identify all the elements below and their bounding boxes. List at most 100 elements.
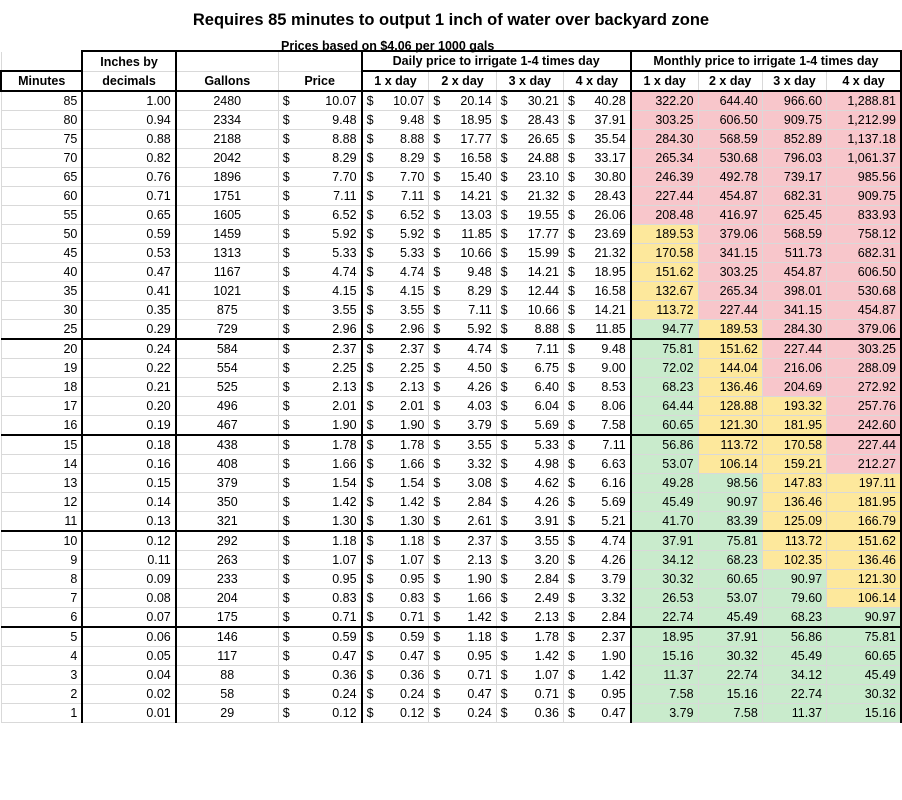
- cell-daily-3[interactable]: $3.20: [495, 550, 564, 571]
- cell-daily-4[interactable]: $8.06: [562, 396, 632, 417]
- header-inches-bottom[interactable]: decimals: [81, 70, 177, 93]
- cell-inches[interactable]: 0.07: [81, 607, 177, 628]
- cell-daily-1[interactable]: $1.54: [360, 473, 430, 494]
- cell-monthly-4[interactable]: 151.62: [826, 530, 902, 552]
- cell-daily-4[interactable]: $0.95: [562, 684, 632, 705]
- cell-gallons[interactable]: 584: [175, 338, 279, 360]
- cell-inches[interactable]: 1.00: [81, 90, 177, 112]
- cell-daily-4[interactable]: $4.74: [562, 530, 632, 552]
- cell-monthly-3[interactable]: 136.46: [761, 492, 828, 513]
- cell-daily-1[interactable]: $0.83: [360, 588, 430, 609]
- cell-daily-2[interactable]: $2.84: [428, 492, 497, 513]
- cell-monthly-4[interactable]: 90.97: [826, 607, 902, 628]
- cell-monthly-4[interactable]: 45.49: [826, 665, 902, 686]
- cell-inches[interactable]: 0.12: [81, 530, 177, 552]
- cell-monthly-3[interactable]: 966.60: [761, 90, 828, 112]
- cell-daily-1[interactable]: $7.70: [360, 167, 430, 188]
- cell-daily-3[interactable]: $17.77: [495, 224, 564, 245]
- cell-gallons[interactable]: 1605: [175, 205, 279, 226]
- header-group-daily[interactable]: Daily price to irrigate 1-4 times day: [360, 50, 632, 72]
- cell-minutes[interactable]: 9: [0, 550, 83, 571]
- cell-daily-1[interactable]: $2.96: [360, 319, 430, 340]
- cell-daily-1[interactable]: $0.59: [360, 626, 430, 648]
- header-gallons[interactable]: Gallons: [175, 70, 279, 93]
- header-price[interactable]: Price: [277, 70, 363, 93]
- cell-daily-3[interactable]: $28.43: [495, 110, 564, 131]
- cell-monthly-2[interactable]: 98.56: [697, 473, 763, 494]
- cell-monthly-4[interactable]: 30.32: [826, 684, 902, 705]
- cell-monthly-1[interactable]: 11.37: [630, 665, 699, 686]
- cell-daily-3[interactable]: $6.04: [495, 396, 564, 417]
- cell-price[interactable]: $6.52: [277, 205, 363, 226]
- cell-minutes[interactable]: 10: [0, 530, 83, 552]
- cell-monthly-2[interactable]: 75.81: [697, 530, 763, 552]
- cell-monthly-3[interactable]: 159.21: [761, 454, 828, 475]
- cell-price[interactable]: $1.07: [277, 550, 363, 571]
- cell-daily-3[interactable]: $23.10: [495, 167, 564, 188]
- cell-daily-1[interactable]: $8.88: [360, 129, 430, 150]
- cell-price[interactable]: $0.47: [277, 646, 363, 667]
- cell-daily-3[interactable]: $5.69: [495, 415, 564, 436]
- cell-daily-4[interactable]: $1.42: [562, 665, 632, 686]
- cell-monthly-2[interactable]: 37.91: [697, 626, 763, 648]
- cell-minutes[interactable]: 30: [0, 300, 83, 321]
- cell-monthly-2[interactable]: 530.68: [697, 148, 763, 169]
- cell-monthly-2[interactable]: 136.46: [697, 377, 763, 398]
- cell-monthly-2[interactable]: 83.39: [697, 511, 763, 532]
- cell-daily-3[interactable]: $2.84: [495, 569, 564, 590]
- cell-minutes[interactable]: 35: [0, 281, 83, 302]
- cell-empty[interactable]: [0, 50, 83, 72]
- cell-inches[interactable]: 0.01: [81, 703, 177, 724]
- cell-daily-2[interactable]: $2.13: [428, 550, 497, 571]
- cell-price[interactable]: $2.13: [277, 377, 363, 398]
- cell-daily-2[interactable]: $3.08: [428, 473, 497, 494]
- cell-empty[interactable]: [175, 50, 279, 72]
- cell-monthly-4[interactable]: 136.46: [826, 550, 902, 571]
- cell-price[interactable]: $7.70: [277, 167, 363, 188]
- cell-monthly-1[interactable]: 60.65: [630, 415, 699, 436]
- cell-inches[interactable]: 0.14: [81, 492, 177, 513]
- cell-minutes[interactable]: 7: [0, 588, 83, 609]
- cell-gallons[interactable]: 58: [175, 684, 279, 705]
- cell-monthly-2[interactable]: 189.53: [697, 319, 763, 340]
- cell-inches[interactable]: 0.15: [81, 473, 177, 494]
- cell-monthly-4[interactable]: 985.56: [826, 167, 902, 188]
- cell-monthly-4[interactable]: 1,137.18: [826, 129, 902, 150]
- cell-gallons[interactable]: 263: [175, 550, 279, 571]
- cell-monthly-3[interactable]: 181.95: [761, 415, 828, 436]
- cell-monthly-2[interactable]: 22.74: [697, 665, 763, 686]
- cell-daily-3[interactable]: $19.55: [495, 205, 564, 226]
- cell-daily-4[interactable]: $3.79: [562, 569, 632, 590]
- header-monthly-3[interactable]: 3 x day: [761, 70, 828, 93]
- cell-monthly-1[interactable]: 64.44: [630, 396, 699, 417]
- cell-daily-2[interactable]: $5.92: [428, 319, 497, 340]
- cell-gallons[interactable]: 1021: [175, 281, 279, 302]
- cell-minutes[interactable]: 45: [0, 243, 83, 264]
- cell-monthly-4[interactable]: 121.30: [826, 569, 902, 590]
- cell-monthly-4[interactable]: 227.44: [826, 434, 902, 456]
- cell-daily-2[interactable]: $2.61: [428, 511, 497, 532]
- header-daily-3[interactable]: 3 x day: [495, 70, 564, 93]
- cell-monthly-4[interactable]: 242.60: [826, 415, 902, 436]
- cell-gallons[interactable]: 467: [175, 415, 279, 436]
- header-minutes[interactable]: Minutes: [0, 70, 83, 93]
- cell-inches[interactable]: 0.53: [81, 243, 177, 264]
- cell-monthly-2[interactable]: 68.23: [697, 550, 763, 571]
- cell-monthly-2[interactable]: 90.97: [697, 492, 763, 513]
- cell-monthly-3[interactable]: 22.74: [761, 684, 828, 705]
- cell-monthly-4[interactable]: 197.11: [826, 473, 902, 494]
- cell-daily-1[interactable]: $0.47: [360, 646, 430, 667]
- cell-gallons[interactable]: 2188: [175, 129, 279, 150]
- cell-daily-2[interactable]: $4.03: [428, 396, 497, 417]
- cell-daily-2[interactable]: $4.74: [428, 338, 497, 360]
- cell-monthly-1[interactable]: 189.53: [630, 224, 699, 245]
- cell-daily-2[interactable]: $0.47: [428, 684, 497, 705]
- cell-monthly-1[interactable]: 34.12: [630, 550, 699, 571]
- cell-monthly-3[interactable]: 102.35: [761, 550, 828, 571]
- cell-monthly-3[interactable]: 511.73: [761, 243, 828, 264]
- cell-monthly-2[interactable]: 113.72: [697, 434, 763, 456]
- cell-monthly-2[interactable]: 60.65: [697, 569, 763, 590]
- cell-monthly-1[interactable]: 151.62: [630, 262, 699, 283]
- cell-inches[interactable]: 0.13: [81, 511, 177, 532]
- cell-price[interactable]: $0.83: [277, 588, 363, 609]
